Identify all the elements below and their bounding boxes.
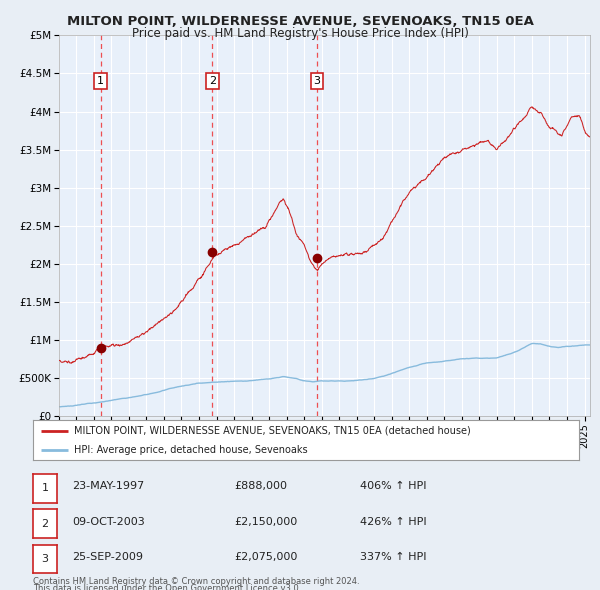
Text: MILTON POINT, WILDERNESSE AVENUE, SEVENOAKS, TN15 0EA: MILTON POINT, WILDERNESSE AVENUE, SEVENO…	[67, 15, 533, 28]
Text: HPI: Average price, detached house, Sevenoaks: HPI: Average price, detached house, Seve…	[74, 445, 308, 455]
Text: £2,150,000: £2,150,000	[234, 517, 297, 527]
Text: This data is licensed under the Open Government Licence v3.0.: This data is licensed under the Open Gov…	[33, 584, 301, 590]
Text: 406% ↑ HPI: 406% ↑ HPI	[360, 481, 427, 491]
Text: 2: 2	[41, 519, 49, 529]
Text: Contains HM Land Registry data © Crown copyright and database right 2024.: Contains HM Land Registry data © Crown c…	[33, 577, 359, 586]
Text: MILTON POINT, WILDERNESSE AVENUE, SEVENOAKS, TN15 0EA (detached house): MILTON POINT, WILDERNESSE AVENUE, SEVENO…	[74, 426, 471, 436]
Text: 25-SEP-2009: 25-SEP-2009	[72, 552, 143, 562]
Text: 2: 2	[209, 76, 216, 86]
Text: 3: 3	[313, 76, 320, 86]
Text: 3: 3	[41, 554, 49, 564]
Text: 23-MAY-1997: 23-MAY-1997	[72, 481, 144, 491]
Text: £2,075,000: £2,075,000	[234, 552, 298, 562]
Text: 1: 1	[97, 76, 104, 86]
Text: 09-OCT-2003: 09-OCT-2003	[72, 517, 145, 527]
Text: £888,000: £888,000	[234, 481, 287, 491]
Text: 426% ↑ HPI: 426% ↑ HPI	[360, 517, 427, 527]
Text: Price paid vs. HM Land Registry's House Price Index (HPI): Price paid vs. HM Land Registry's House …	[131, 27, 469, 40]
Text: 1: 1	[41, 483, 49, 493]
Text: 337% ↑ HPI: 337% ↑ HPI	[360, 552, 427, 562]
